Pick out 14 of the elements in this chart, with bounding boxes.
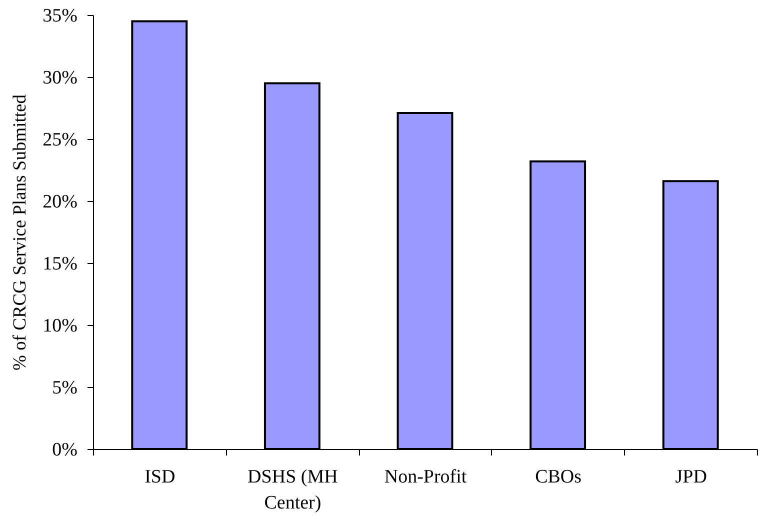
x-tick-label: ISD — [144, 466, 176, 488]
y-tick-label: 30% — [42, 68, 78, 88]
y-tick-label: 15% — [42, 254, 78, 274]
y-axis-title: % of CRCG Service Plans Submitted — [10, 94, 31, 370]
y-tick-label: 25% — [42, 130, 78, 150]
y-tick-label: 5% — [52, 378, 78, 398]
x-tick-label: Non-Profit — [384, 466, 468, 488]
y-tick-label: 35% — [42, 6, 78, 26]
x-tick-label: CBOs — [535, 466, 582, 488]
y-tick-label: 10% — [42, 316, 78, 336]
x-tick-label: JPD — [675, 466, 707, 488]
y-tick-label: 20% — [42, 192, 78, 212]
y-tick-label: 0% — [52, 440, 78, 460]
x-tick-label: DSHS (MH Center) — [248, 466, 338, 514]
